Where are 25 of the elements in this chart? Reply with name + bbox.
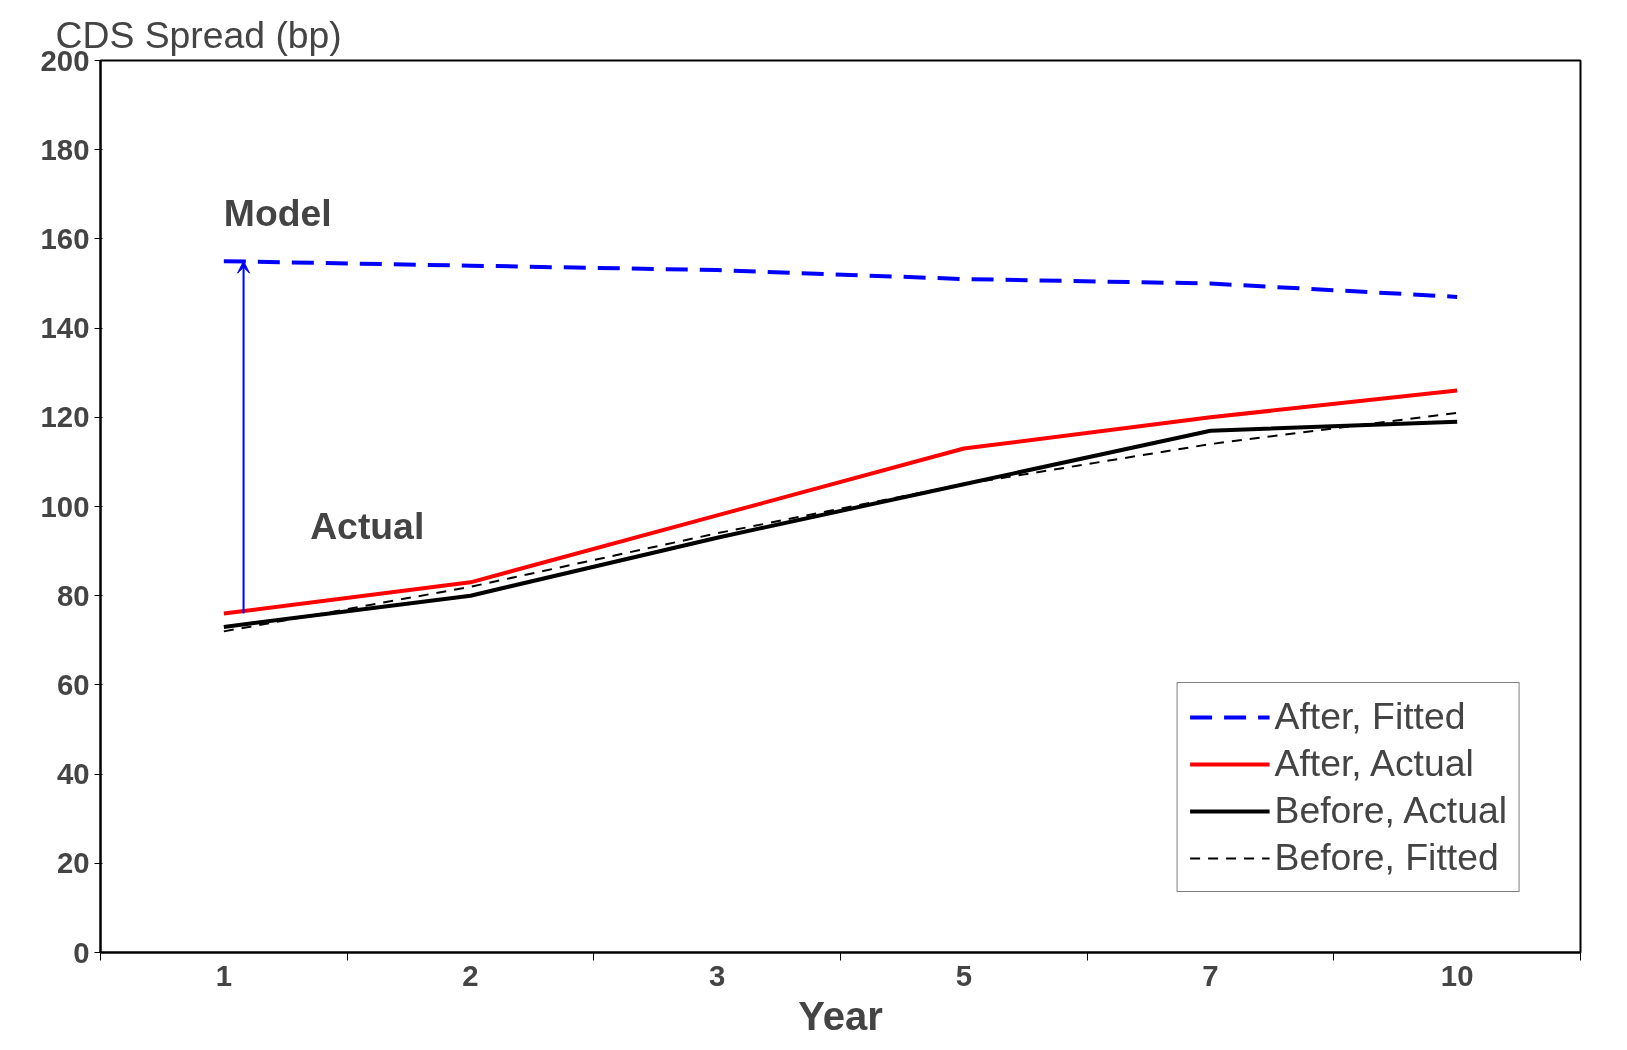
y-tick-label: 60 [56,667,90,701]
x-tick-label: 5 [955,958,972,992]
y-tick-label: 100 [40,489,90,523]
legend-label: After, Actual [1274,742,1474,785]
y-tick-label: 0 [73,935,90,969]
legend-label: Before, Fitted [1274,836,1499,879]
annotation: Model [223,192,332,235]
x-tick-label: 2 [462,958,479,992]
legend-label: After, Fitted [1274,695,1466,738]
x-tick-label: 10 [1440,958,1474,992]
annotation: Actual [310,504,425,547]
y-tick-label: 80 [56,578,90,612]
y-tick-label: 120 [40,400,90,434]
y-tick-label: 20 [56,846,90,880]
line-series [221,388,1460,616]
line-series [221,259,1460,299]
x-tick-label: 7 [1202,958,1219,992]
y-tick-label: 160 [40,221,90,255]
x-tick-label: 3 [709,958,726,992]
x-axis-title: Year [798,993,883,1038]
y-tick-label: 140 [40,311,90,345]
y-tick-label: 40 [56,757,90,791]
legend-label: Before, Actual [1274,789,1507,832]
x-tick-label: 1 [215,958,232,992]
y-tick-label: 180 [40,132,90,166]
